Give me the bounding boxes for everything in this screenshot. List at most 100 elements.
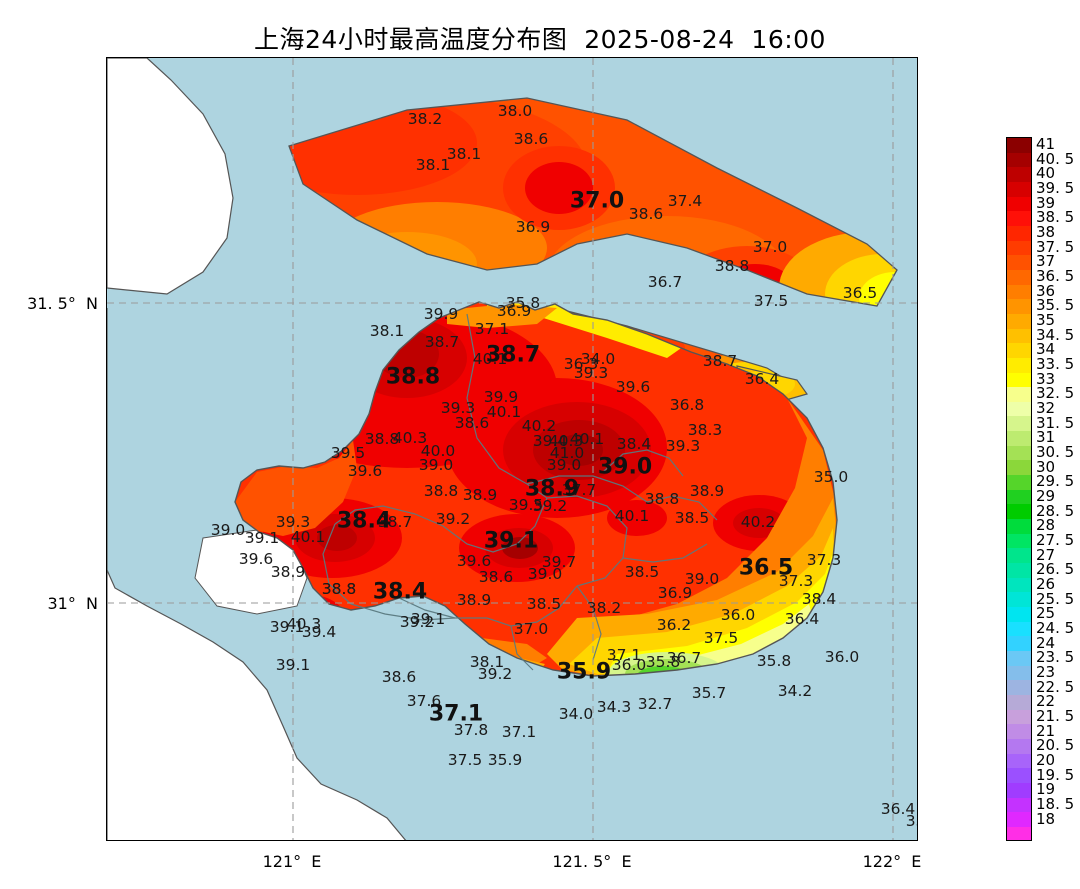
station-value-label: 38.7 — [377, 513, 413, 531]
colorbar-tick: 32 — [1036, 399, 1056, 417]
colorbar-swatch — [1007, 797, 1031, 813]
station-value-label: 37.6 — [406, 692, 442, 710]
station-value-label: 38.6 — [513, 130, 549, 148]
colorbar-swatch — [1007, 621, 1031, 637]
station-value-label: 38.6 — [628, 205, 664, 223]
colorbar-swatch — [1007, 225, 1031, 241]
station-value-label: 35.8 — [505, 294, 541, 312]
colorbar-tick: 23 — [1036, 663, 1056, 681]
colorbar-swatch — [1007, 181, 1031, 197]
colorbar-tick: 39 — [1036, 193, 1056, 212]
station-value-label: 39.9 — [423, 305, 459, 323]
colorbar-tick: 27 — [1036, 545, 1056, 564]
station-value-label: 39.4 — [532, 432, 568, 450]
colorbar-swatch — [1007, 460, 1031, 476]
station-value-label: 37.0 — [513, 620, 549, 638]
colorbar-tick: 27. 5 — [1036, 531, 1075, 549]
colorbar-swatch — [1007, 607, 1031, 622]
station-value-label: 35.4 — [905, 812, 917, 830]
colorbar-swatch — [1007, 475, 1031, 490]
region-value-label: 39.0 — [597, 454, 653, 480]
colorbar-swatch — [1007, 680, 1031, 695]
colorbar-swatch — [1007, 768, 1031, 783]
station-value-label: 40.3 — [286, 615, 322, 633]
station-value-label: 37.4 — [667, 192, 703, 210]
colorbar-swatch — [1007, 152, 1031, 168]
colorbar[interactable] — [1006, 137, 1032, 841]
colorbar-tick: 34. 5 — [1036, 325, 1075, 344]
station-value-label: 40.0 — [420, 442, 456, 460]
station-value-label: 39.4 — [301, 623, 337, 641]
station-value-label: 37.3 — [778, 572, 814, 590]
colorbar-tick: 19 — [1036, 780, 1056, 799]
colorbar-swatch — [1007, 372, 1031, 388]
colorbar-swatch — [1007, 299, 1031, 314]
colorbar-swatch — [1007, 357, 1031, 373]
station-value-label: 39.5 — [508, 496, 544, 514]
colorbar-tick: 18 — [1036, 809, 1056, 828]
station-value-label: 39.6 — [456, 552, 492, 570]
station-value-label: 37.1 — [474, 320, 510, 338]
colorbar-swatch — [1007, 445, 1031, 461]
colorbar-tick: 41 — [1036, 135, 1056, 153]
colorbar-tick: 21. 5 — [1036, 707, 1075, 725]
station-value-label: 38.8 — [364, 430, 400, 448]
station-value-label: 40.1 — [486, 403, 522, 421]
station-value-label: 36.2 — [656, 616, 692, 634]
region-value-label: 38.4 — [372, 579, 428, 605]
colorbar-tick: 18. 5 — [1036, 795, 1075, 813]
station-value-label: 38.4 — [801, 590, 837, 608]
colorbar-tick: 24. 5 — [1036, 619, 1075, 637]
region-value-label: 37.1 — [428, 701, 484, 727]
latitude-tick-label: 31. 5° N — [27, 294, 98, 313]
station-value-label: 39.1 — [244, 529, 280, 547]
station-value-label: 39.0 — [210, 521, 246, 539]
station-value-label: 38.9 — [456, 591, 492, 609]
station-value-label: 39.1 — [275, 656, 311, 674]
colorbar-tick: 35 — [1036, 311, 1056, 329]
station-value-label: 35.0 — [813, 468, 849, 486]
station-value-label: 39.1 — [269, 618, 305, 636]
station-value-label: 39.2 — [399, 613, 435, 631]
station-value-label: 40.1 — [290, 528, 326, 546]
station-value-label: 38.1 — [469, 653, 505, 671]
colorbar-tick: 23. 5 — [1036, 648, 1075, 667]
colorbar-tick: 30 — [1036, 457, 1056, 476]
colorbar-swatch — [1007, 533, 1031, 549]
station-value-label: 40.2 — [740, 513, 776, 531]
colorbar-tick: 20. 5 — [1036, 736, 1075, 755]
colorbar-tick: 40. 5 — [1036, 149, 1075, 168]
station-value-label: 38.2 — [586, 599, 622, 617]
colorbar-swatch — [1007, 401, 1031, 417]
region-value-label: 38.7 — [485, 342, 541, 368]
station-value-label: 35.8 — [756, 652, 792, 670]
mainland-coastline — [234, 301, 838, 677]
station-value-label: 36.7 — [666, 649, 702, 667]
region-value-label: 37.0 — [569, 188, 625, 214]
station-value-label: 39.5 — [330, 444, 366, 462]
colorbar-tick: 29. 5 — [1036, 472, 1075, 491]
station-value-label: 38.7 — [424, 333, 460, 351]
colorbar-swatch — [1007, 782, 1031, 798]
longitude-tick-label: 121. 5° E — [552, 852, 632, 871]
station-value-label: 38.8 — [714, 257, 750, 275]
colorbar-swatch — [1007, 269, 1031, 285]
station-value-label: 36.0 — [824, 648, 860, 666]
colorbar-swatch — [1007, 724, 1031, 739]
station-value-label: 39.6 — [238, 550, 274, 568]
district-boundaries — [322, 313, 718, 671]
map-plot-area[interactable]: 38.2 38.0 38.6 38.1 38.1 36.9 38.6 37.4 37.0 38.8… — [106, 57, 918, 841]
colorbar-tick: 20 — [1036, 751, 1056, 769]
latitude-tick-label: 31° N — [47, 594, 99, 613]
colorbar-tick: 36. 5 — [1036, 267, 1075, 285]
station-value-label: 40.1 — [569, 430, 605, 448]
station-value-label: 39.7 — [541, 553, 577, 571]
station-value-label: 37.1 — [501, 723, 537, 741]
station-value-label: 35.7 — [691, 684, 727, 702]
colorbar-swatch — [1007, 284, 1031, 300]
colorbar-tick: 36 — [1036, 281, 1056, 300]
station-value-label: 39.6 — [347, 462, 383, 480]
station-value-label: 34.2 — [777, 682, 813, 700]
station-value-label: 38.4 — [616, 435, 652, 453]
